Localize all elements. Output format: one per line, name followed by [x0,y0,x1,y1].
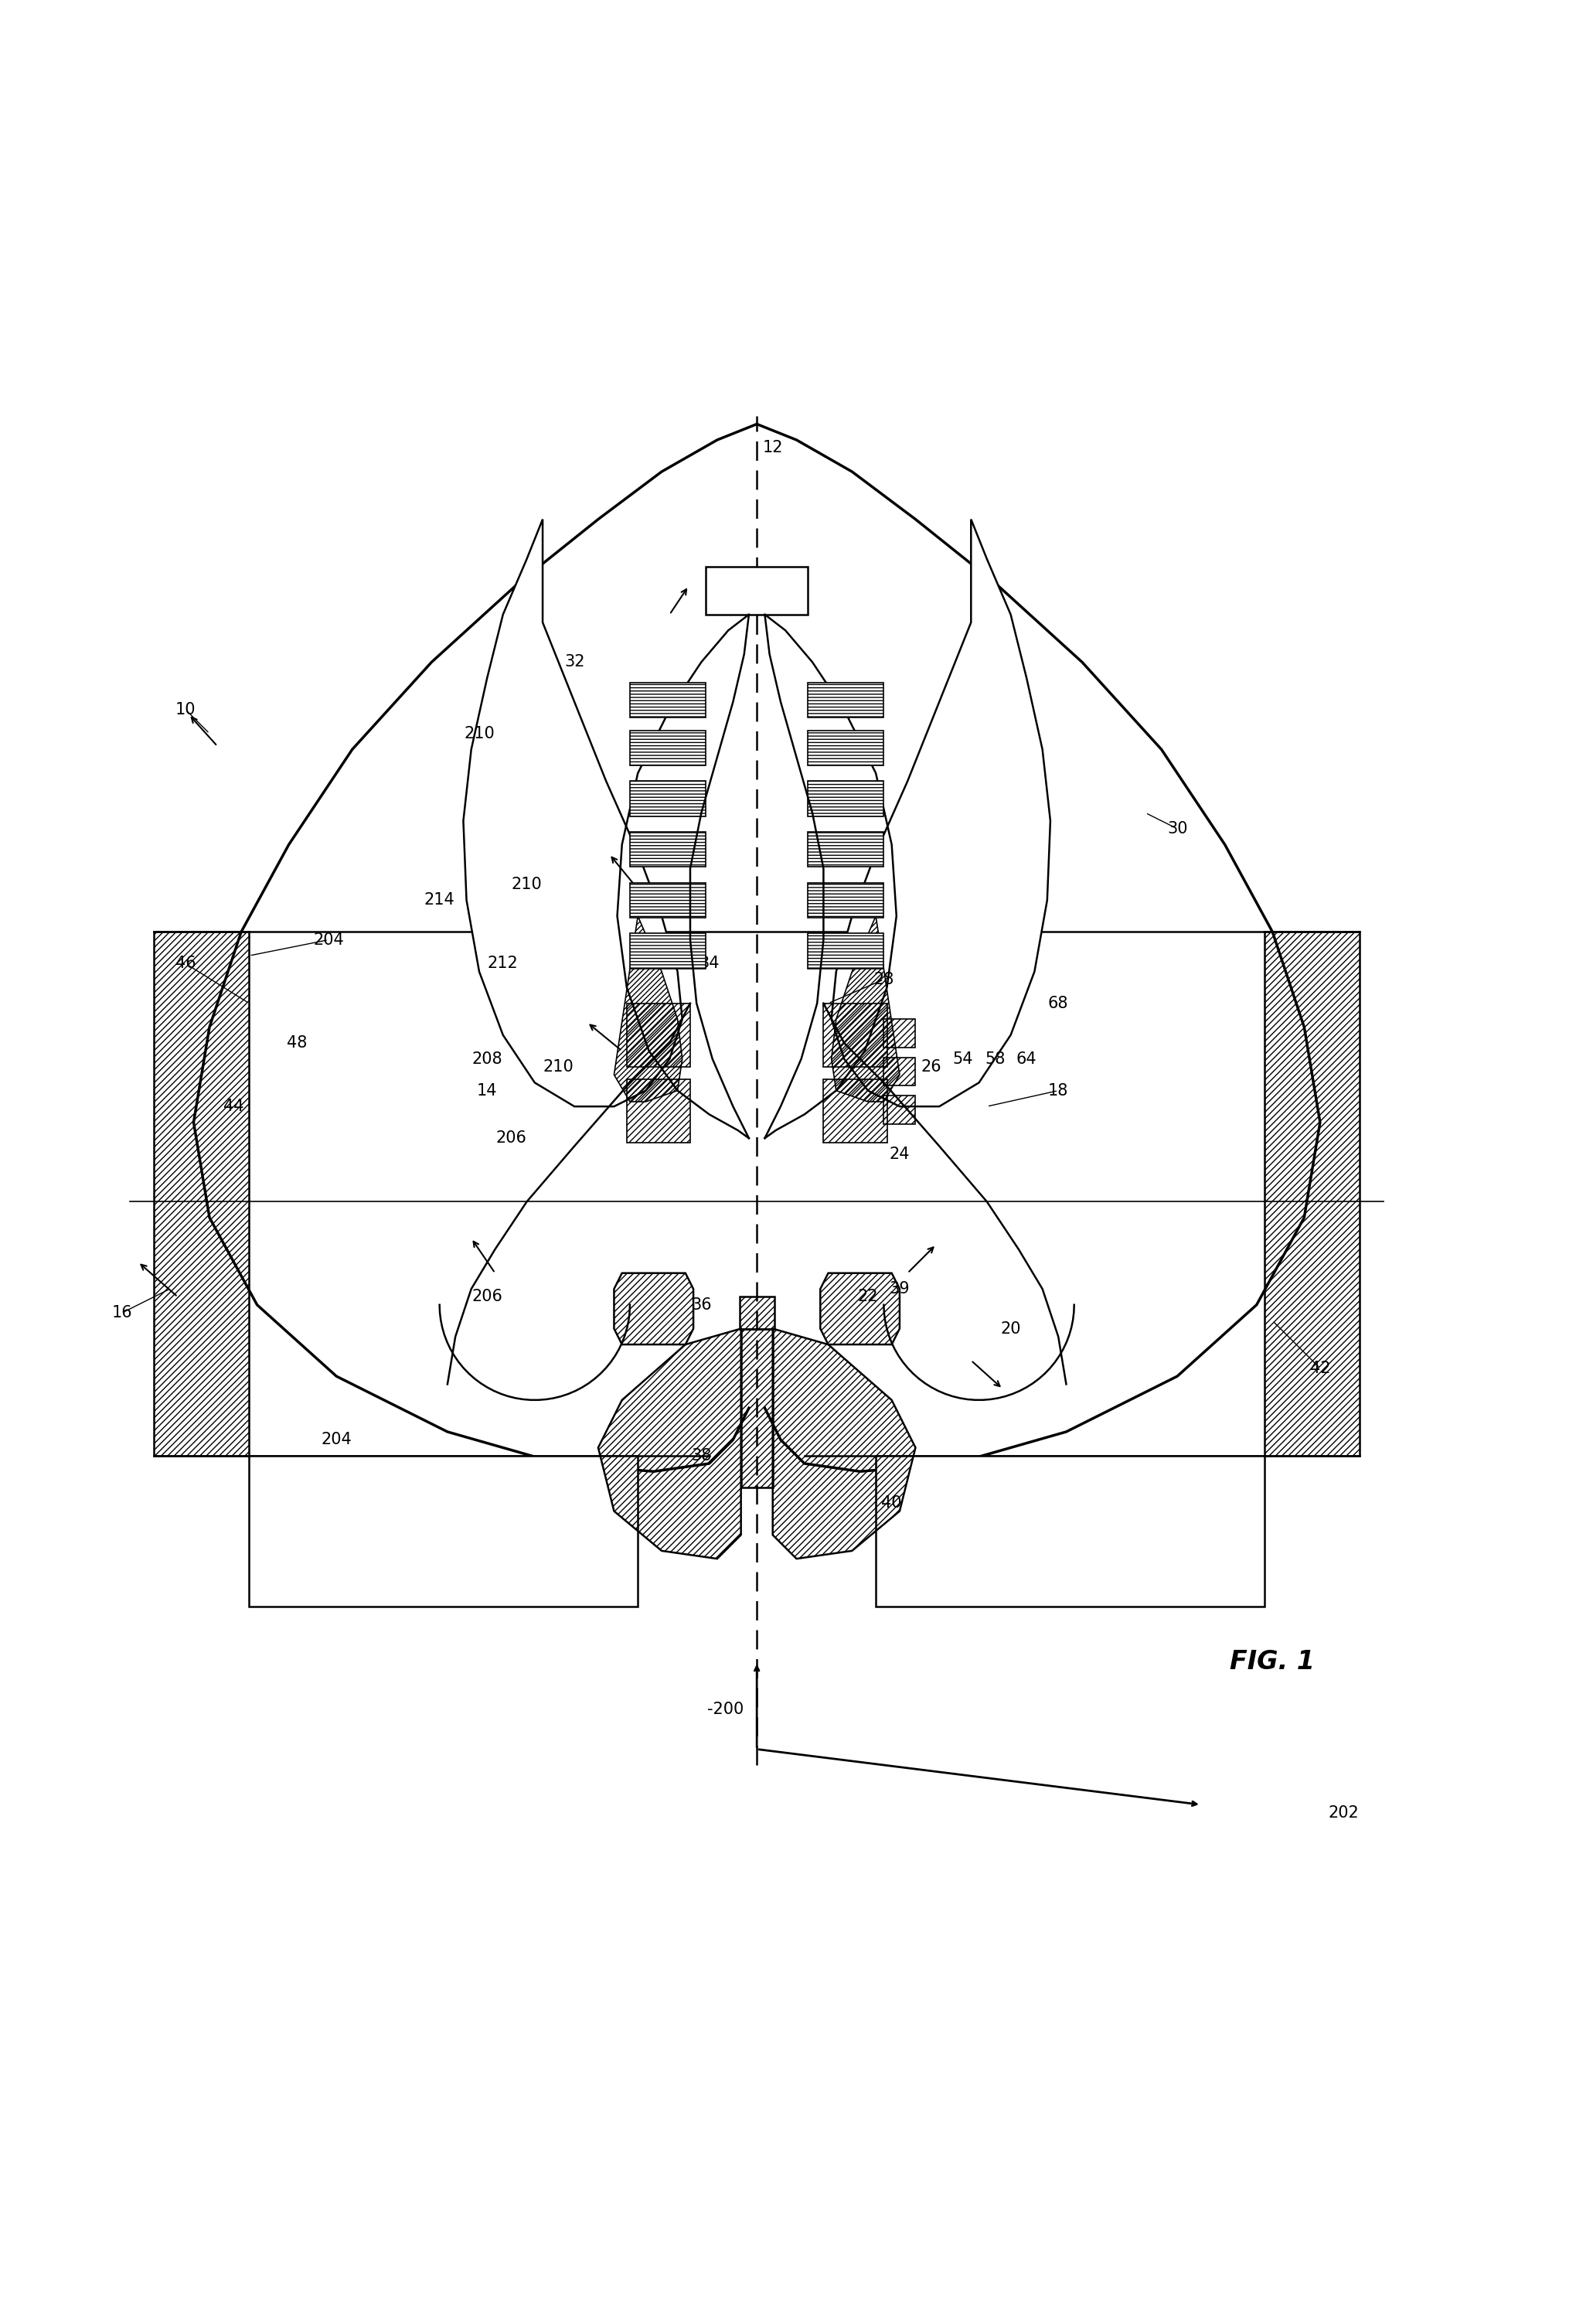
Polygon shape [808,883,884,918]
Text: 208: 208 [472,1050,502,1067]
Polygon shape [629,934,706,969]
Polygon shape [629,781,706,816]
Text: 44: 44 [223,1099,244,1113]
Text: 204: 204 [314,932,344,948]
Text: 20: 20 [1000,1320,1021,1336]
Polygon shape [629,883,706,918]
Polygon shape [808,934,884,969]
Polygon shape [706,567,808,614]
Polygon shape [249,1455,637,1606]
Polygon shape [464,518,682,1106]
Text: 34: 34 [699,955,720,971]
Text: 24: 24 [889,1146,910,1162]
Polygon shape [629,683,706,718]
Polygon shape [808,781,884,816]
Text: 16: 16 [112,1306,132,1320]
Text: 12: 12 [763,439,782,456]
Text: 38: 38 [691,1448,712,1464]
Text: 64: 64 [1016,1050,1037,1067]
Polygon shape [832,518,1050,1106]
Text: 10: 10 [175,702,196,718]
Text: 68: 68 [1048,995,1069,1011]
Text: 202: 202 [1329,1806,1359,1820]
Text: 210: 210 [464,725,494,741]
Polygon shape [876,1455,1265,1606]
Text: 54: 54 [953,1050,973,1067]
Text: 18: 18 [1048,1083,1069,1099]
Text: 30: 30 [1168,820,1187,837]
Polygon shape [808,683,884,718]
Text: 39: 39 [889,1281,910,1297]
Text: -200: -200 [707,1701,744,1717]
Text: 212: 212 [487,955,518,971]
Text: 46: 46 [175,955,196,971]
Text: 210: 210 [543,1060,573,1074]
Text: 48: 48 [287,1034,307,1050]
Text: 214: 214 [424,892,456,909]
Text: 22: 22 [857,1290,878,1304]
Text: FIG. 1: FIG. 1 [1230,1650,1314,1676]
Text: 206: 206 [472,1290,502,1304]
Text: 210: 210 [511,876,542,892]
Text: 42: 42 [1309,1360,1330,1376]
Text: 14: 14 [476,1083,497,1099]
Text: 36: 36 [691,1297,712,1313]
Text: 206: 206 [495,1129,526,1146]
Polygon shape [629,832,706,867]
Polygon shape [629,730,706,765]
Text: 26: 26 [921,1060,941,1074]
Text: 204: 204 [322,1432,352,1448]
Text: 58: 58 [984,1050,1005,1067]
Text: 28: 28 [873,971,894,988]
Polygon shape [808,832,884,867]
Text: 32: 32 [564,655,585,669]
Text: 40: 40 [881,1494,902,1511]
Polygon shape [808,730,884,765]
